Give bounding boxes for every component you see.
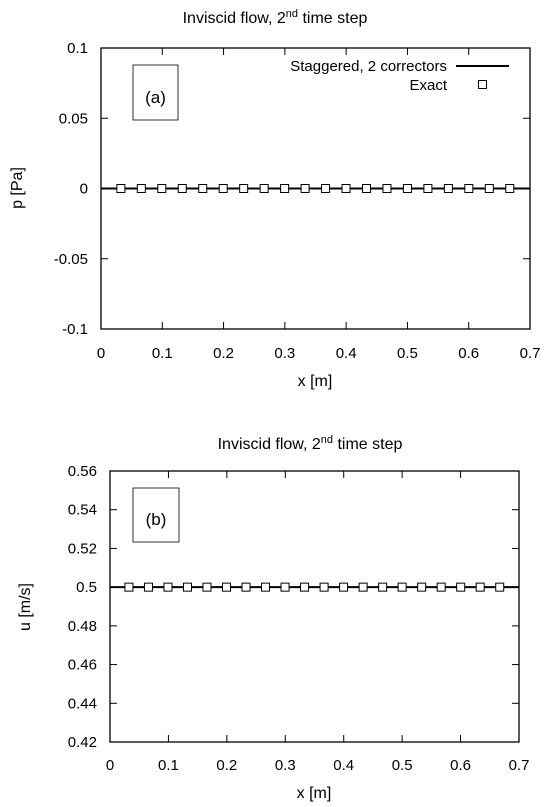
panel-label-b: (b) [146, 510, 167, 529]
exact-marker-a [341, 184, 351, 193]
x-tick-label: 0 [97, 345, 105, 362]
x-tick-label: 0.7 [520, 345, 541, 362]
x-tick-label: 0.7 [509, 757, 530, 774]
x-tick-label: 0.5 [397, 345, 418, 362]
exact-marker-b [417, 582, 427, 592]
x-axis-label-a: x [m] [298, 373, 333, 390]
exact-marker-b [378, 582, 388, 592]
exact-marker-b [397, 582, 407, 592]
x-tick-label: 0.5 [392, 757, 413, 774]
exact-marker-a [464, 184, 474, 193]
exact-marker-a [361, 184, 371, 193]
exact-marker-a [259, 184, 269, 193]
exact-marker-b [124, 582, 134, 592]
exact-marker-a [116, 184, 126, 193]
exact-marker-b [300, 582, 310, 592]
x-tick-label: 0.6 [450, 757, 471, 774]
exact-marker-a [136, 184, 146, 193]
y-axis-ticks-a: -0.1 -0.05 0 0.05 0.1 [54, 40, 530, 338]
exact-marker-b [339, 582, 349, 592]
x-tick-label: 0.1 [152, 345, 173, 362]
exact-marker-a [423, 184, 433, 193]
exact-marker-a [321, 184, 331, 193]
panel-b: Inviscid flow, 2nd time step 0 0.1 0.2 0.3 0… [17, 434, 529, 802]
exact-marker-a [239, 184, 249, 193]
legend-label-exact: Exact [409, 77, 447, 94]
series-group-a [101, 184, 530, 193]
exact-marker-a [484, 184, 494, 193]
panel-a: Inviscid flow, 2nd time step 0 0.1 0.2 0.3 0… [9, 8, 540, 390]
x-axis-ticks-b: 0 0.1 0.2 0.3 0.4 0.5 0.6 0.7 [106, 471, 530, 774]
exact-marker-b [475, 582, 485, 592]
exact-marker-a [198, 184, 208, 193]
y-axis-ticks-b: 0.42 0.44 0.46 0.48 0.5 0.52 0.54 0.56 [68, 463, 519, 751]
chart-title-b: Inviscid flow, 2nd time step [218, 434, 403, 453]
exact-marker-b [241, 582, 251, 592]
x-tick-label: 0.2 [216, 757, 237, 774]
exact-marker-a [177, 184, 187, 193]
x-axis-ticks-a: 0 0.1 0.2 0.3 0.4 0.5 0.6 0.7 [97, 48, 541, 362]
exact-marker-b [222, 582, 232, 592]
y-tick-label: 0 [80, 181, 88, 198]
y-tick-label: 0.44 [68, 695, 97, 712]
x-axis-label-b: x [m] [297, 785, 332, 802]
y-tick-label: 0.42 [68, 734, 97, 751]
exact-marker-b [163, 582, 173, 592]
x-tick-label: 0 [106, 757, 114, 774]
x-tick-label: 0.6 [458, 345, 479, 362]
y-tick-label: -0.05 [54, 251, 88, 268]
panel-label-box-a [132, 64, 179, 121]
y-tick-label: 0.5 [76, 579, 97, 596]
x-tick-label: 0.2 [213, 345, 234, 362]
exact-marker-a [280, 184, 290, 193]
chart-title-a: Inviscid flow, 2nd time step [183, 8, 368, 27]
x-tick-label: 0.3 [275, 757, 296, 774]
exact-marker-b [143, 582, 153, 592]
y-tick-label: 0.54 [68, 502, 97, 519]
legend-a: Staggered, 2 correctors Exact [290, 58, 509, 94]
exact-marker-b [436, 582, 446, 592]
y-tick-label: 0.52 [68, 540, 97, 557]
plot-frame-b [109, 470, 520, 743]
exact-marker-a [443, 184, 453, 193]
y-tick-label: 0.48 [68, 618, 97, 635]
y-tick-label: -0.1 [62, 321, 88, 338]
legend-marker-square [478, 80, 487, 89]
exact-marker-a [402, 184, 412, 193]
series-group-b [110, 582, 519, 592]
exact-marker-b [495, 582, 505, 592]
x-tick-label: 0.4 [336, 345, 357, 362]
x-tick-label: 0.1 [158, 757, 179, 774]
exact-marker-a [382, 184, 392, 193]
y-tick-label: 0.56 [68, 463, 97, 480]
exact-marker-b [319, 582, 329, 592]
panel-label-box-b [132, 487, 180, 543]
x-tick-label: 0.4 [333, 757, 354, 774]
y-tick-label: 0.1 [67, 40, 88, 57]
legend-label-staggered: Staggered, 2 correctors [290, 58, 447, 75]
y-tick-label: 0.46 [68, 657, 97, 674]
exact-marker-b [280, 582, 290, 592]
exact-marker-b [456, 582, 466, 592]
exact-marker-b [202, 582, 212, 592]
panel-label-a: (a) [145, 88, 166, 107]
y-axis-label-b: u [m/s] [17, 583, 34, 631]
exact-marker-b [358, 582, 368, 592]
exact-marker-b [182, 582, 192, 592]
y-tick-label: 0.05 [59, 110, 88, 127]
exact-marker-a [505, 184, 515, 193]
y-axis-label-a: p [Pa] [9, 167, 26, 209]
exact-marker-a [218, 184, 228, 193]
exact-marker-a [300, 184, 310, 193]
exact-marker-b [261, 582, 271, 592]
x-tick-label: 0.3 [274, 345, 295, 362]
exact-marker-a [157, 184, 167, 193]
